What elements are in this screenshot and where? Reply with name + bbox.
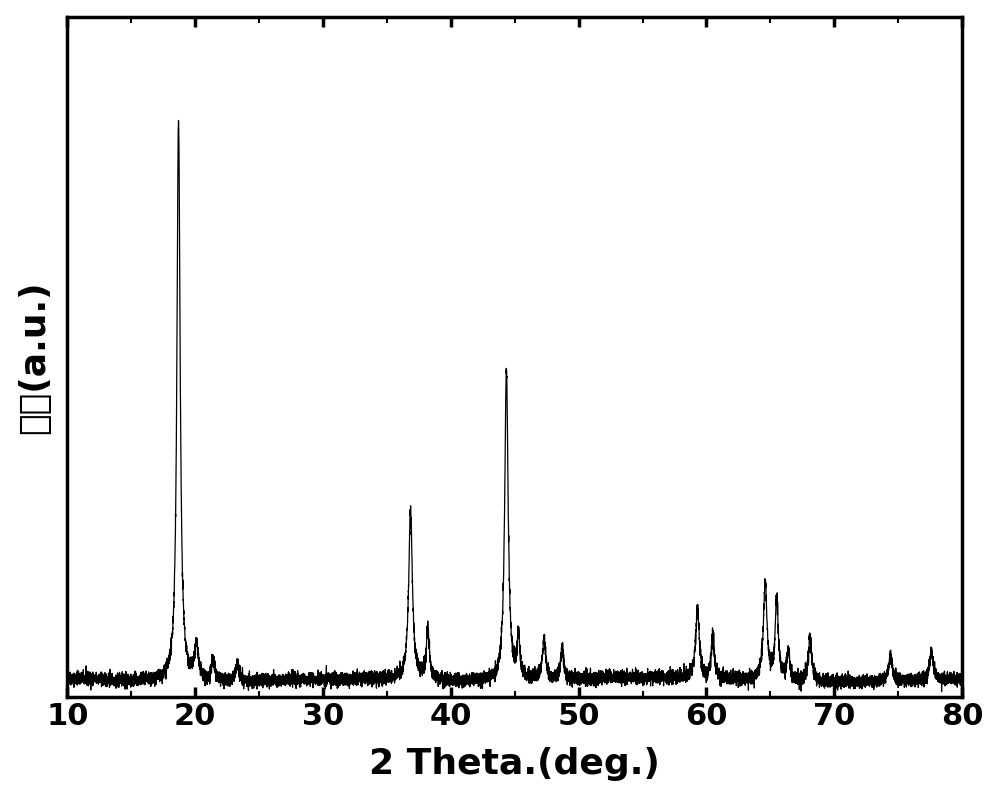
Y-axis label: 强度(a.u.): 强度(a.u.): [17, 280, 51, 433]
X-axis label: 2 Theta.(deg.): 2 Theta.(deg.): [369, 748, 660, 781]
